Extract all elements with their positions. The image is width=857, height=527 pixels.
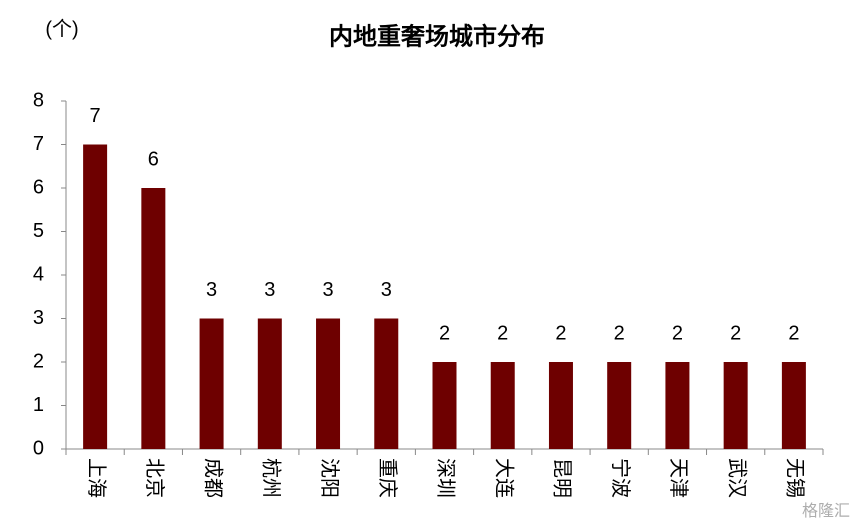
value-label: 2 — [672, 322, 683, 344]
y-tick-label: 2 — [33, 350, 44, 372]
bar — [548, 362, 573, 449]
bar — [723, 362, 748, 449]
value-label: 2 — [614, 322, 625, 344]
value-label: 2 — [555, 322, 566, 344]
chart-title: 内地重奢场城市分布 — [329, 22, 545, 50]
bar — [83, 144, 108, 449]
x-tick-label: 天津 — [667, 458, 690, 498]
bar — [316, 318, 341, 449]
x-tick-label: 深圳 — [434, 458, 457, 498]
y-tick-label: 6 — [33, 176, 44, 198]
value-label: 2 — [788, 322, 799, 344]
y-tick-label: 0 — [33, 437, 44, 459]
watermark: 格隆汇 — [802, 502, 850, 520]
value-label: 2 — [730, 322, 741, 344]
x-tick-label: 上海 — [85, 458, 108, 498]
y-tick-label: 3 — [33, 307, 44, 329]
bar — [141, 188, 166, 449]
bar — [257, 318, 282, 449]
bar — [490, 362, 515, 449]
x-tick-label: 北京 — [143, 458, 166, 498]
x-tick-label: 昆明 — [551, 458, 573, 498]
x-tick-label: 沈阳 — [318, 458, 341, 498]
bar — [665, 362, 690, 449]
y-tick-label: 7 — [33, 133, 44, 155]
y-axis-label: (个) — [45, 17, 78, 40]
value-label: 6 — [148, 148, 159, 170]
x-tick-label: 杭州 — [260, 458, 283, 498]
x-tick-label: 成都 — [201, 458, 224, 498]
value-label: 7 — [90, 105, 101, 127]
y-tick-label: 5 — [33, 220, 44, 242]
y-tick-label: 8 — [33, 89, 44, 111]
x-tick-label: 宁波 — [609, 458, 632, 498]
x-tick-label: 重庆 — [376, 458, 399, 498]
y-tick-label: 4 — [33, 263, 44, 285]
bar — [607, 362, 632, 449]
value-label: 3 — [381, 279, 392, 301]
bar — [199, 318, 224, 449]
x-tick-label: 无锡 — [784, 458, 807, 498]
value-label: 2 — [497, 322, 508, 344]
y-tick-label: 1 — [33, 394, 44, 416]
bar — [781, 362, 806, 449]
value-label: 3 — [206, 279, 217, 301]
bar — [432, 362, 457, 449]
x-tick-label: 大连 — [492, 458, 515, 498]
value-label: 2 — [439, 322, 450, 344]
bar — [374, 318, 399, 449]
x-tick-label: 武汉 — [725, 458, 748, 498]
value-label: 3 — [264, 279, 275, 301]
value-label: 3 — [322, 279, 333, 301]
